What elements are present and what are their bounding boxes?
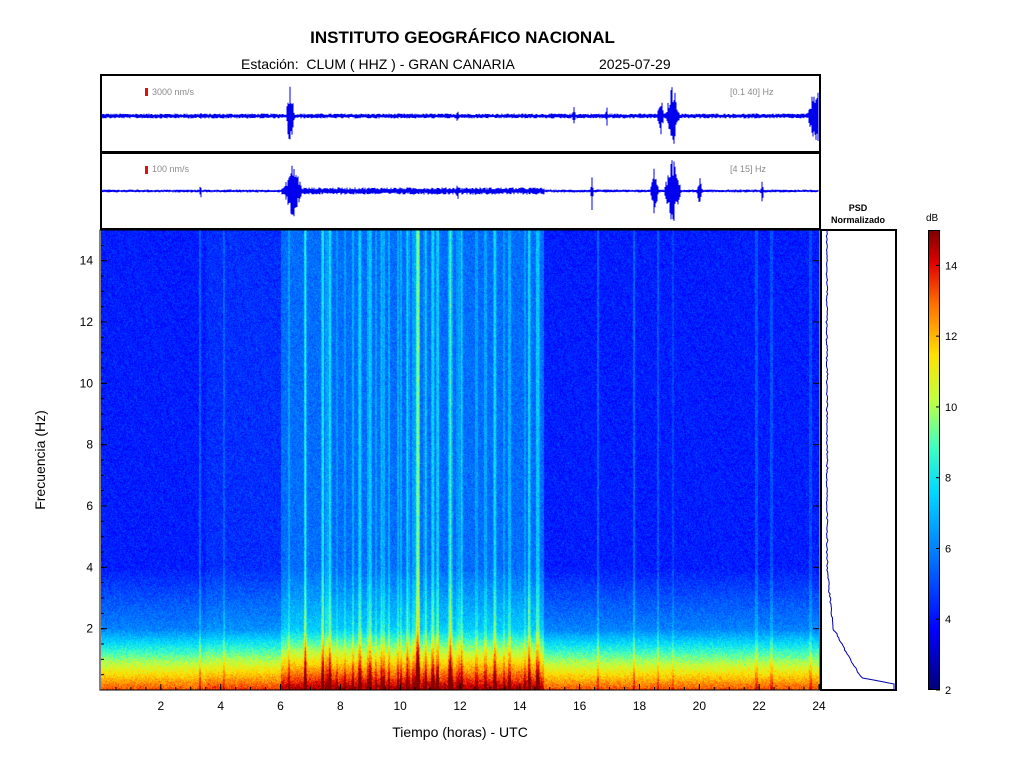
x-tick-label: 18 [633,699,647,713]
colorbar-tick-label: 4 [945,614,951,626]
colorbar-tick-label: 6 [945,543,951,555]
colorbar [928,230,940,690]
date-label: 2025-07-29 [599,56,671,72]
x-tick-label: 4 [217,699,224,713]
spectrogram [101,230,819,690]
x-tick-label: 12 [453,699,467,713]
y-tick-label: 12 [80,315,94,329]
x-tick-label: 6 [277,699,284,713]
colorbar-tick-label: 2 [945,685,951,697]
psd-title-line1: PSD [848,203,868,213]
y-tick-label: 8 [86,438,93,452]
figure-title: INSTITUTO GEOGRÁFICO NACIONAL [310,28,615,47]
broadband-trace [102,86,819,144]
colorbar-tick-label: 12 [945,331,957,343]
filtered-band-label: [4 15] Hz [730,164,767,174]
trace-waveform [102,160,819,221]
colorbar-tick-label: 10 [945,402,957,414]
x-tick-label: 14 [513,699,527,713]
colorbar-tick-label: 14 [945,260,957,272]
broadband-scale-label: 3000 nm/s [152,87,195,97]
colorbar-unit: dB [926,213,939,224]
x-tick-label: 2 [157,699,164,713]
psd-panel [820,229,897,691]
psd-curve [825,229,895,690]
x-tick-label: 20 [693,699,707,713]
x-tick-label: 24 [812,699,826,713]
x-tick-label: 10 [393,699,407,713]
filtered-scale-marker [145,166,148,174]
x-axis-label: Tiempo (horas) - UTC [392,724,528,740]
broadband-band-label: [0.1 40] Hz [730,87,774,97]
psd-title: PSD Normalizado [820,202,896,226]
y-tick-label: 6 [86,499,93,513]
x-tick-label: 8 [337,699,344,713]
filtered-trace-panel [100,152,821,230]
filtered-scale-label: 100 nm/s [152,164,190,174]
psd-title-line2: Normalizado [830,215,885,225]
broadband-scale-marker [145,88,148,96]
y-tick-label: 14 [80,254,94,268]
station-label: Estación: CLUM ( HHZ ) - GRAN CANARIA [241,56,515,72]
y-tick-label: 10 [80,376,94,390]
x-tick-label: 22 [752,699,766,713]
y-tick-label: 2 [86,622,93,636]
y-tick-label: 4 [86,560,93,574]
filtered-trace [102,160,819,221]
trace-waveform [102,86,819,144]
x-tick-label: 16 [573,699,587,713]
colorbar-tick-label: 8 [945,473,951,485]
